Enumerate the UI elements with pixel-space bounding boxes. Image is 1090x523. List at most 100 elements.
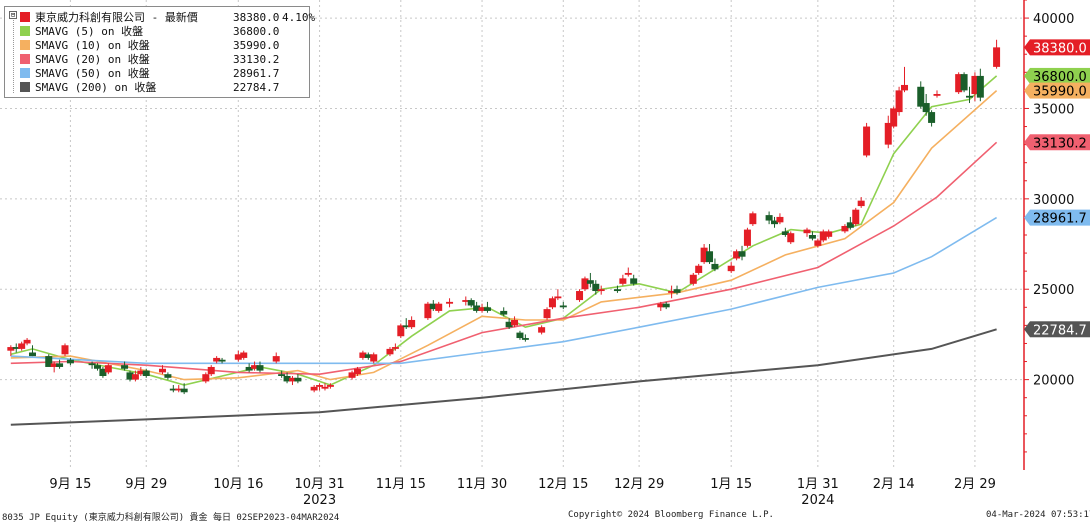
legend-swatch — [20, 54, 30, 64]
candle-body — [743, 229, 751, 246]
candle-body — [370, 354, 378, 362]
candle-body — [890, 108, 898, 127]
candle-body — [976, 75, 984, 98]
candle-body — [56, 363, 64, 367]
candle-body — [825, 231, 833, 237]
candle-body — [61, 345, 69, 355]
candle-body — [131, 374, 139, 380]
x-tick-label: 9月 15 — [49, 477, 91, 492]
candle-body — [424, 303, 432, 319]
legend-value: 36800.0 — [233, 25, 280, 38]
footer-copyright: Copyright© 2024 Bloomberg Finance L.P. — [568, 510, 774, 520]
price-tag-sma10 — [1030, 82, 1090, 99]
candle-body — [559, 305, 567, 308]
price-tag-sma5 — [1030, 67, 1090, 84]
x-tick-label: 9月 29 — [125, 477, 167, 492]
candle-body — [397, 325, 405, 337]
candle-body — [175, 388, 183, 391]
candle-body — [66, 359, 74, 364]
price-tag-sma20 — [1030, 134, 1090, 151]
candle-body — [521, 338, 529, 340]
collapse-icon[interactable]: ⊟ — [9, 11, 17, 19]
candle-body — [7, 347, 15, 351]
candle-body — [12, 347, 20, 349]
legend-label: SMAVG (200) on 收盤 — [35, 81, 157, 94]
candle-body — [787, 233, 795, 243]
candle-body — [240, 352, 248, 358]
candle-body — [104, 365, 112, 373]
legend-label: SMAVG (10) on 收盤 — [35, 39, 150, 52]
legend-value: 38380.0 — [233, 11, 280, 24]
candle-body — [164, 374, 172, 378]
candle-body — [180, 388, 188, 393]
footer-security: 8035 JP Equity (東京威力科創有限公司) 貴金 每日 02SEP2… — [2, 513, 340, 523]
candle-body — [857, 200, 865, 207]
candle-body — [435, 303, 443, 311]
candle-body — [310, 386, 318, 391]
legend-value: 35990.0 — [233, 39, 280, 52]
candle-body — [234, 354, 242, 360]
series-line-sma20 — [10, 141, 998, 376]
candle-body — [245, 366, 253, 371]
legend-label: SMAVG (50) on 收盤 — [35, 67, 150, 80]
price-tag-label: 38380.0 — [1033, 41, 1087, 56]
legend-value: 22784.7 — [233, 81, 280, 94]
candle-body — [207, 366, 215, 375]
legend-value: 28961.7 — [233, 67, 280, 80]
candle-body — [955, 74, 963, 93]
candle-body — [624, 272, 632, 275]
candle-body — [483, 307, 491, 311]
y-axis: 20000 25000 30000 35000 40000 — [1023, 0, 1074, 470]
candle-body — [814, 240, 822, 246]
candle-body — [359, 352, 367, 358]
x-tick-label: 11月 30 — [457, 477, 507, 492]
candle-body — [895, 90, 903, 113]
candle-body — [294, 377, 302, 382]
candle-body — [673, 289, 681, 293]
candle-body — [364, 354, 372, 358]
candle-body — [45, 356, 53, 367]
candle-body — [538, 327, 546, 333]
candlesticks — [7, 39, 1001, 395]
moving-average-lines — [10, 75, 998, 426]
candle-body — [846, 222, 854, 228]
legend-row-price: 東京威力科創有限公司 - 最新價 38380.0 4.10% — [5, 10, 315, 25]
candle-body — [218, 359, 226, 362]
candle-body — [50, 363, 58, 367]
legend-row-sma20: SMAVG (20) on 收盤 33130.2 — [5, 52, 309, 67]
candle-body — [121, 365, 129, 369]
price-tag-pointer — [1024, 134, 1030, 151]
price-tag-pointer — [1024, 67, 1030, 84]
candle-body — [700, 247, 708, 263]
candle-body — [554, 296, 562, 299]
candle-body — [288, 377, 296, 382]
x-axis: 9月 15 9月 29 10月 16 10月 31 11月 15 11月 30 12月 15… — [49, 477, 995, 508]
candle-body — [971, 75, 979, 94]
legend-label: SMAVG (5) on 收盤 — [35, 25, 144, 38]
x-tick-label: 12月 29 — [614, 477, 664, 492]
candle-body — [23, 339, 31, 344]
candle-body — [738, 251, 746, 257]
candle-body — [993, 47, 1001, 67]
candle-body — [803, 229, 811, 234]
price-tag-label: 22784.7 — [1033, 323, 1087, 338]
candle-body — [765, 215, 773, 221]
candle-body — [613, 289, 621, 292]
candle-body — [93, 365, 101, 369]
candle-body — [99, 368, 107, 376]
candle-body — [256, 365, 264, 371]
price-tag-label: 33130.2 — [1033, 136, 1087, 151]
candle-body — [473, 305, 481, 311]
legend-value: 33130.2 — [233, 53, 280, 66]
candle-body — [28, 352, 36, 357]
candle-body — [213, 357, 221, 362]
candle-body — [630, 278, 638, 284]
candle-body — [169, 388, 177, 391]
y-tick-label: 20000 — [1033, 374, 1074, 389]
candle-body — [126, 372, 134, 380]
series-line-sma200 — [10, 328, 997, 426]
x-tick-label: 2月 14 — [873, 477, 915, 492]
candle-body — [597, 289, 605, 292]
